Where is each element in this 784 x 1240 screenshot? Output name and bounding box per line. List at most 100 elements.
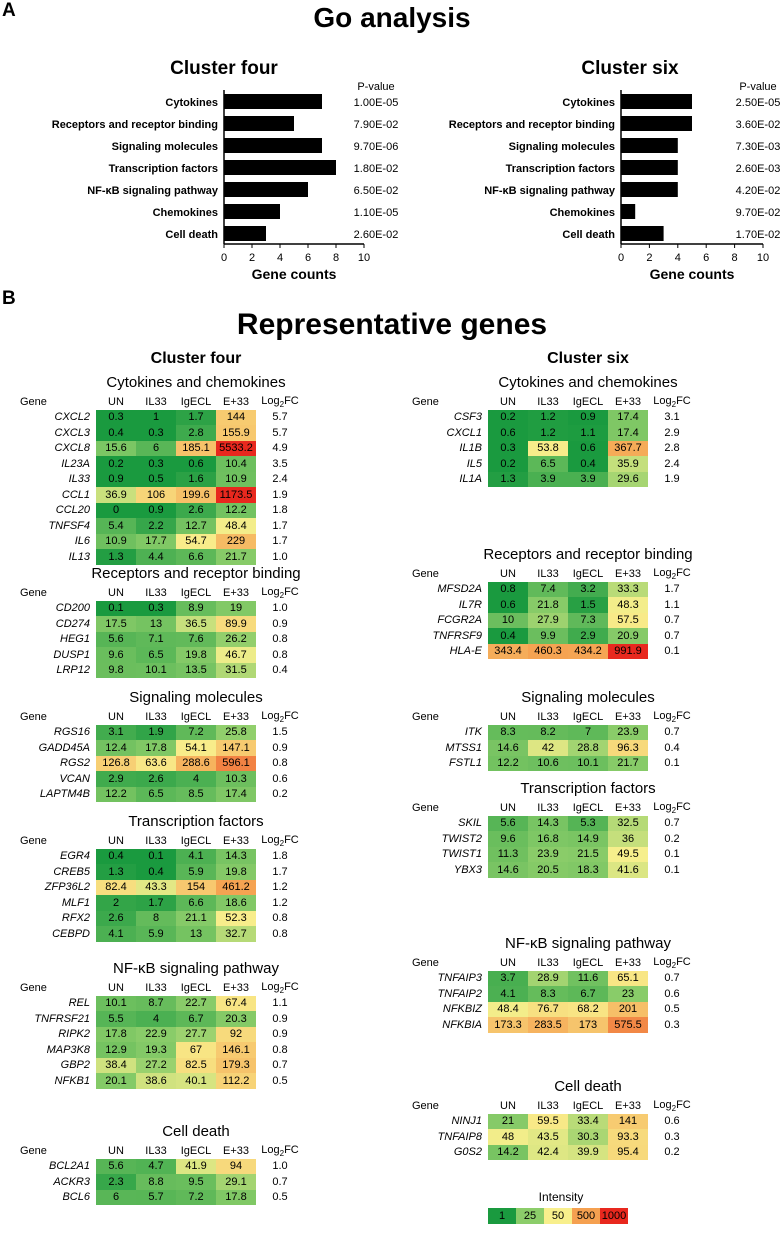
heatmap-cell: 0.9 <box>96 471 136 487</box>
heatmap-cell: 3.2 <box>568 581 608 597</box>
table-row: RGS2 126.8 63.6 288.6 596.1 0.8 <box>12 755 304 771</box>
table-row: TWIST2 9.6 16.8 14.9 36 0.2 <box>404 831 696 847</box>
log2fc-value: 0.1 <box>664 645 680 658</box>
heatmap-cell: 22.7 <box>176 995 216 1011</box>
legend-swatch: 25 <box>516 1208 544 1224</box>
heatmap-cell: 596.1 <box>216 755 256 771</box>
heatmap-cell: 31.5 <box>216 662 256 678</box>
column-header: Log2FC <box>653 394 691 409</box>
table-row: REL 10.1 8.7 22.7 67.4 1.1 <box>12 995 304 1011</box>
pvalue-label: 2.50E-05 <box>736 97 781 109</box>
table-row: IL23A 0.2 0.3 0.6 10.4 3.5 <box>12 456 304 472</box>
heatmap-table: Gene UN IL33 IgECL E+33 Log2FC EGR4 0.4 0.1 4.1 14… <box>12 833 304 942</box>
heatmap-cell: 434.2 <box>568 643 608 659</box>
log2fc-value: 1.1 <box>664 598 680 611</box>
heatmap-cell: 41.6 <box>608 862 648 878</box>
heatmap-cell: 18.6 <box>216 895 256 911</box>
heatmap-cell: 17.4 <box>216 786 256 802</box>
log2fc-value: 1.2 <box>272 896 288 909</box>
category-label: Receptors and receptor binding <box>449 119 615 131</box>
log2fc-value: 0.2 <box>272 788 288 801</box>
column-header: Gene <box>412 1099 439 1112</box>
heatmap-cell: 21.1 <box>176 910 216 926</box>
section-title: NF-κB signaling pathway <box>505 935 671 952</box>
gene-name: IL23A <box>61 457 90 470</box>
table-row: IL5 0.2 6.5 0.4 35.9 2.4 <box>404 456 696 472</box>
log2fc-value: 0.9 <box>272 1012 288 1025</box>
gene-name: IL6 <box>74 535 90 548</box>
heatmap-cell: 13 <box>176 926 216 942</box>
heatmap-cell: 25.8 <box>216 724 256 740</box>
heatmap-header-row: Gene UN IL33 IgECL E+33 Log2FC <box>404 800 696 816</box>
log2fc-value: 4.9 <box>272 442 288 455</box>
gene-name: IL7R <box>458 598 482 611</box>
log2fc-value: 0.8 <box>272 633 288 646</box>
gene-name: TNFAIP8 <box>437 1130 482 1143</box>
log2fc-value: 0.2 <box>664 1146 680 1159</box>
go-analysis-title: Go analysis <box>313 2 471 33</box>
heatmap-cell: 6.7 <box>568 986 608 1002</box>
table-row: LAPTM4B 12.2 6.5 8.5 17.4 0.2 <box>12 786 304 802</box>
log2fc-value: 0.5 <box>272 1191 288 1204</box>
log2fc-value: 0.4 <box>664 741 680 754</box>
log2fc-value: 1.0 <box>272 1160 288 1173</box>
heatmap-table: Gene UN IL33 IgECL E+33 Log2FC ITK 8.3 8.2 7 23.9 0… <box>404 709 696 771</box>
heatmap-cell: 14.6 <box>488 740 528 756</box>
heatmap-cell: 6.6 <box>176 895 216 911</box>
log2fc-value: 0.7 <box>664 972 680 985</box>
column-header: IgECL <box>180 586 212 599</box>
heatmap-cell: 0.2 <box>488 456 528 472</box>
gene-name: TNFSF4 <box>48 519 90 532</box>
column-header: E+33 <box>615 801 641 814</box>
log2fc-value: 0.4 <box>272 664 288 677</box>
column-header: IL33 <box>537 801 559 814</box>
heatmap-cell: 22.9 <box>136 1026 176 1042</box>
pvalue-header: P-value <box>739 81 776 93</box>
heatmap-cell: 179.3 <box>216 1057 256 1073</box>
bar <box>224 226 266 241</box>
table-row: CXCL8 15.6 6 185.1 5533.2 4.9 <box>12 440 304 456</box>
heatmap-cell: 67.4 <box>216 995 256 1011</box>
pvalue-label: 9.70E-06 <box>354 141 399 153</box>
column-header: E+33 <box>615 710 641 723</box>
category-label: Chemokines <box>153 207 218 219</box>
column-header: UN <box>500 710 516 723</box>
gene-name: TNFRSF9 <box>432 629 483 642</box>
section-title: Cytokines and chemokines <box>498 374 678 391</box>
column-header: UN <box>500 567 516 580</box>
column-header: E+33 <box>223 981 249 994</box>
heatmap-cell: 0.9 <box>568 409 608 425</box>
heatmap-table: Gene UN IL33 IgECL E+33 Log2FC BCL2A1 5.6 4.7 41.… <box>12 1143 304 1205</box>
table-row: RIPK2 17.8 22.9 27.7 92 0.9 <box>12 1026 304 1042</box>
bar <box>224 116 294 131</box>
heatmap-cell: 6.5 <box>136 647 176 663</box>
heatmap-cell: 1173.5 <box>216 487 256 503</box>
heatmap-table: Gene UN IL33 IgECL E+33 Log2FC NINJ1 21 59.5 33.4… <box>404 1098 696 1160</box>
gene-name: IL5 <box>466 457 482 470</box>
column-header: UN <box>108 586 124 599</box>
heatmap-cell: 16.8 <box>528 831 568 847</box>
column-header: Log2FC <box>653 566 691 581</box>
category-label: Transcription factors <box>109 163 218 175</box>
column-header: Gene <box>20 395 47 408</box>
heatmap-cell: 7.1 <box>136 631 176 647</box>
gene-name: CXCL8 <box>54 442 90 455</box>
table-row: FSTL1 12.2 10.6 10.1 21.7 0.1 <box>404 755 696 771</box>
heatmap-cell: 10.1 <box>568 755 608 771</box>
heatmap-cluster-title: Cluster six <box>547 350 629 367</box>
heatmap-cell: 1.6 <box>176 471 216 487</box>
heatmap-cell: 5.7 <box>136 1189 176 1205</box>
column-header: Gene <box>412 801 439 814</box>
heatmap-cell: 21.7 <box>608 755 648 771</box>
heatmap-cell: 48.4 <box>488 1001 528 1017</box>
gene-name: MFSD2A <box>437 583 482 596</box>
heatmap-header-row: Gene UN IL33 IgECL E+33 Log2FC <box>404 955 696 971</box>
heatmap-cluster-four: Cluster four Cytokines and chemokines Gene… <box>0 350 392 1240</box>
log2fc-value: 0.2 <box>664 832 680 845</box>
table-row: NINJ1 21 59.5 33.4 141 0.6 <box>404 1113 696 1129</box>
x-tick-label: 6 <box>305 252 311 264</box>
gene-name: REL <box>68 997 90 1010</box>
table-row: NFKBIA 173.3 283.5 173 575.5 0.3 <box>404 1017 696 1033</box>
column-header: UN <box>108 395 124 408</box>
heatmap-cell: 2.6 <box>176 502 216 518</box>
